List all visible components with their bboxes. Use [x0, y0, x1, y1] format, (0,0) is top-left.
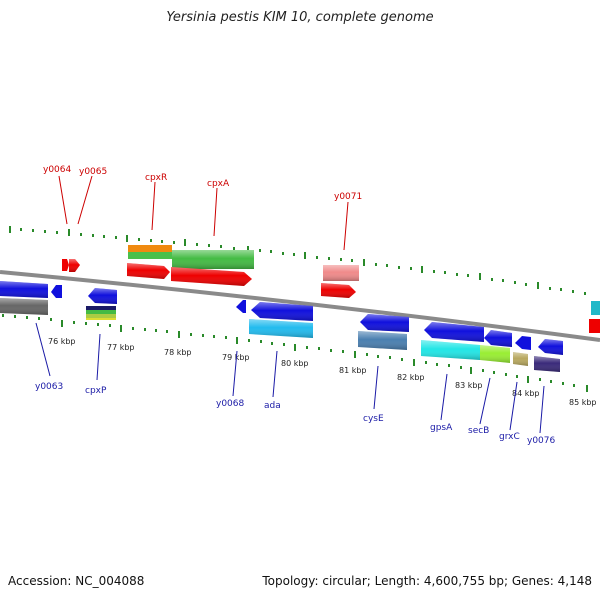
leader-y0063: [35, 322, 51, 377]
lower-ruler-track: [2, 314, 588, 392]
gene-grxC-feature[interactable]: [513, 336, 531, 366]
gene-label-cpxP[interactable]: cpxP: [85, 386, 107, 396]
gene-y0076-feature[interactable]: [534, 339, 563, 372]
gene-y0063-feature[interactable]: [0, 281, 62, 315]
leader-ada: [272, 350, 278, 398]
leader-y0071: [343, 201, 349, 251]
gene-label-secB[interactable]: secB: [468, 426, 489, 436]
leader-cysE: [373, 365, 379, 410]
gene-label-y0063[interactable]: y0063: [35, 382, 63, 392]
gene-label-gpsA[interactable]: gpsA: [430, 423, 453, 433]
leader-secB: [479, 377, 491, 425]
gene-y0071-feature[interactable]: [321, 265, 359, 298]
leader-cpxR: [151, 181, 156, 231]
ruler-label-79: 79 kbp: [222, 353, 250, 362]
genome-backbone: [0, 270, 600, 342]
gene-label-cysE[interactable]: cysE: [363, 414, 384, 424]
leader-y0064: [58, 175, 68, 225]
ruler-labels: 76 kbp 77 kbp 78 kbp 79 kbp 80 kbp 81 kb…: [48, 337, 597, 407]
gene-y0064-feature[interactable]: [62, 259, 69, 271]
upper-ruler-track: [9, 226, 586, 295]
accession-label: Accession: NC_004088: [8, 574, 145, 588]
map-title: Yersinia pestis KIM 10, complete genome: [166, 10, 434, 25]
gene-label-cpxR[interactable]: cpxR: [145, 173, 167, 183]
leader-gpsA: [440, 373, 448, 421]
ruler-label-81: 81 kbp: [339, 366, 367, 375]
gene-cysE-feature[interactable]: [358, 314, 409, 350]
leader-y0076: [539, 385, 545, 434]
gene-y0065-feature[interactable]: [69, 259, 80, 272]
gene-label-cpxA[interactable]: cpxA: [207, 179, 230, 189]
ruler-label-80: 80 kbp: [281, 359, 309, 368]
gene-label-y0068[interactable]: y0068: [216, 399, 245, 409]
leader-y0065: [77, 175, 93, 225]
ruler-label-85: 85 kbp: [569, 398, 597, 407]
gene-secB-feature[interactable]: [480, 330, 512, 363]
leader-cpxA: [213, 187, 218, 237]
upper-gene-labels: y0064 y0065 cpxR cpxA y0071: [43, 165, 362, 251]
gene-cpxR-feature[interactable]: [127, 245, 172, 279]
gene-y0068-feature[interactable]: [236, 300, 246, 313]
leader-grxC: [509, 381, 518, 431]
ruler-label-82: 82 kbp: [397, 373, 425, 382]
gene-label-ada[interactable]: ada: [264, 401, 281, 411]
gene-ada-feature[interactable]: [249, 302, 313, 338]
ruler-label-78: 78 kbp: [164, 348, 192, 357]
ruler-label-84: 84 kbp: [512, 389, 540, 398]
gene-cpxA-feature[interactable]: [171, 250, 254, 286]
ruler-label-83: 83 kbp: [455, 381, 483, 390]
gene-label-grxC[interactable]: grxC: [499, 432, 520, 442]
gene-label-y0065[interactable]: y0065: [79, 167, 107, 177]
gene-label-y0076[interactable]: y0076: [527, 436, 556, 446]
gene-label-y0071[interactable]: y0071: [334, 192, 362, 202]
ruler-label-77: 77 kbp: [107, 343, 135, 352]
leader-y0068: [232, 350, 238, 397]
gene-gpsA-feature[interactable]: [421, 322, 484, 360]
lower-gene-labels: y0063 cpxP y0068 ada cysE gpsA secB grxC…: [35, 322, 556, 446]
gene-cpxP-feature[interactable]: [86, 288, 117, 320]
genome-summary: Topology: circular; Length: 4,600,755 bp…: [262, 574, 592, 588]
forward-features: [62, 245, 600, 333]
reverse-features: [0, 281, 563, 372]
edge-feature-right[interactable]: [589, 301, 600, 333]
ruler-label-76: 76 kbp: [48, 337, 76, 346]
leader-cpxP: [96, 333, 101, 381]
gene-label-y0064[interactable]: y0064: [43, 165, 72, 175]
